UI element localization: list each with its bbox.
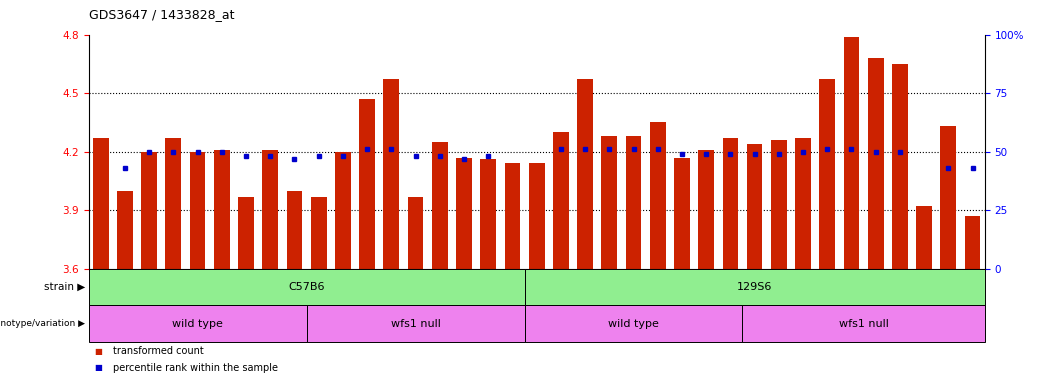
Bar	[819, 79, 835, 269]
Bar	[504, 164, 520, 269]
Bar	[553, 132, 569, 269]
Bar	[142, 152, 157, 269]
Bar	[577, 79, 593, 269]
Bar	[698, 150, 714, 269]
Bar	[239, 197, 254, 269]
Bar	[524, 305, 743, 342]
Bar	[941, 126, 957, 269]
Text: genotype/variation ▶: genotype/variation ▶	[0, 319, 85, 328]
Bar	[844, 36, 860, 269]
Text: wfs1 null: wfs1 null	[839, 318, 889, 329]
Bar	[868, 58, 884, 269]
Bar	[407, 197, 423, 269]
Bar	[287, 191, 302, 269]
Bar	[214, 150, 229, 269]
Text: transformed count: transformed count	[113, 346, 203, 356]
Bar	[916, 206, 932, 269]
Bar	[650, 122, 666, 269]
Bar	[601, 136, 617, 269]
Bar	[89, 269, 524, 305]
Text: percentile rank within the sample: percentile rank within the sample	[113, 362, 277, 373]
Bar	[625, 136, 642, 269]
Bar	[306, 305, 524, 342]
Bar	[771, 140, 787, 269]
Text: wild type: wild type	[609, 318, 659, 329]
Text: ■: ■	[94, 347, 102, 356]
Bar	[431, 142, 448, 269]
Bar	[190, 152, 205, 269]
Text: wild type: wild type	[172, 318, 223, 329]
Bar	[117, 191, 132, 269]
Bar	[334, 152, 351, 269]
Bar	[743, 305, 985, 342]
Text: wfs1 null: wfs1 null	[391, 318, 441, 329]
Bar	[965, 216, 981, 269]
Bar	[722, 138, 738, 269]
Text: ■: ■	[94, 363, 102, 372]
Text: 129S6: 129S6	[737, 282, 772, 292]
Bar	[674, 157, 690, 269]
Text: strain ▶: strain ▶	[44, 282, 85, 292]
Text: GDS3647 / 1433828_at: GDS3647 / 1433828_at	[89, 8, 234, 21]
Bar	[359, 99, 375, 269]
Bar	[89, 305, 306, 342]
Bar	[383, 79, 399, 269]
Bar	[480, 159, 496, 269]
Bar	[528, 164, 545, 269]
Bar	[263, 150, 278, 269]
Bar	[892, 64, 908, 269]
Bar	[456, 157, 472, 269]
Bar	[93, 138, 108, 269]
Bar	[747, 144, 763, 269]
Bar	[166, 138, 181, 269]
Bar	[795, 138, 811, 269]
Text: C57B6: C57B6	[289, 282, 325, 292]
Bar	[524, 269, 985, 305]
Bar	[311, 197, 326, 269]
